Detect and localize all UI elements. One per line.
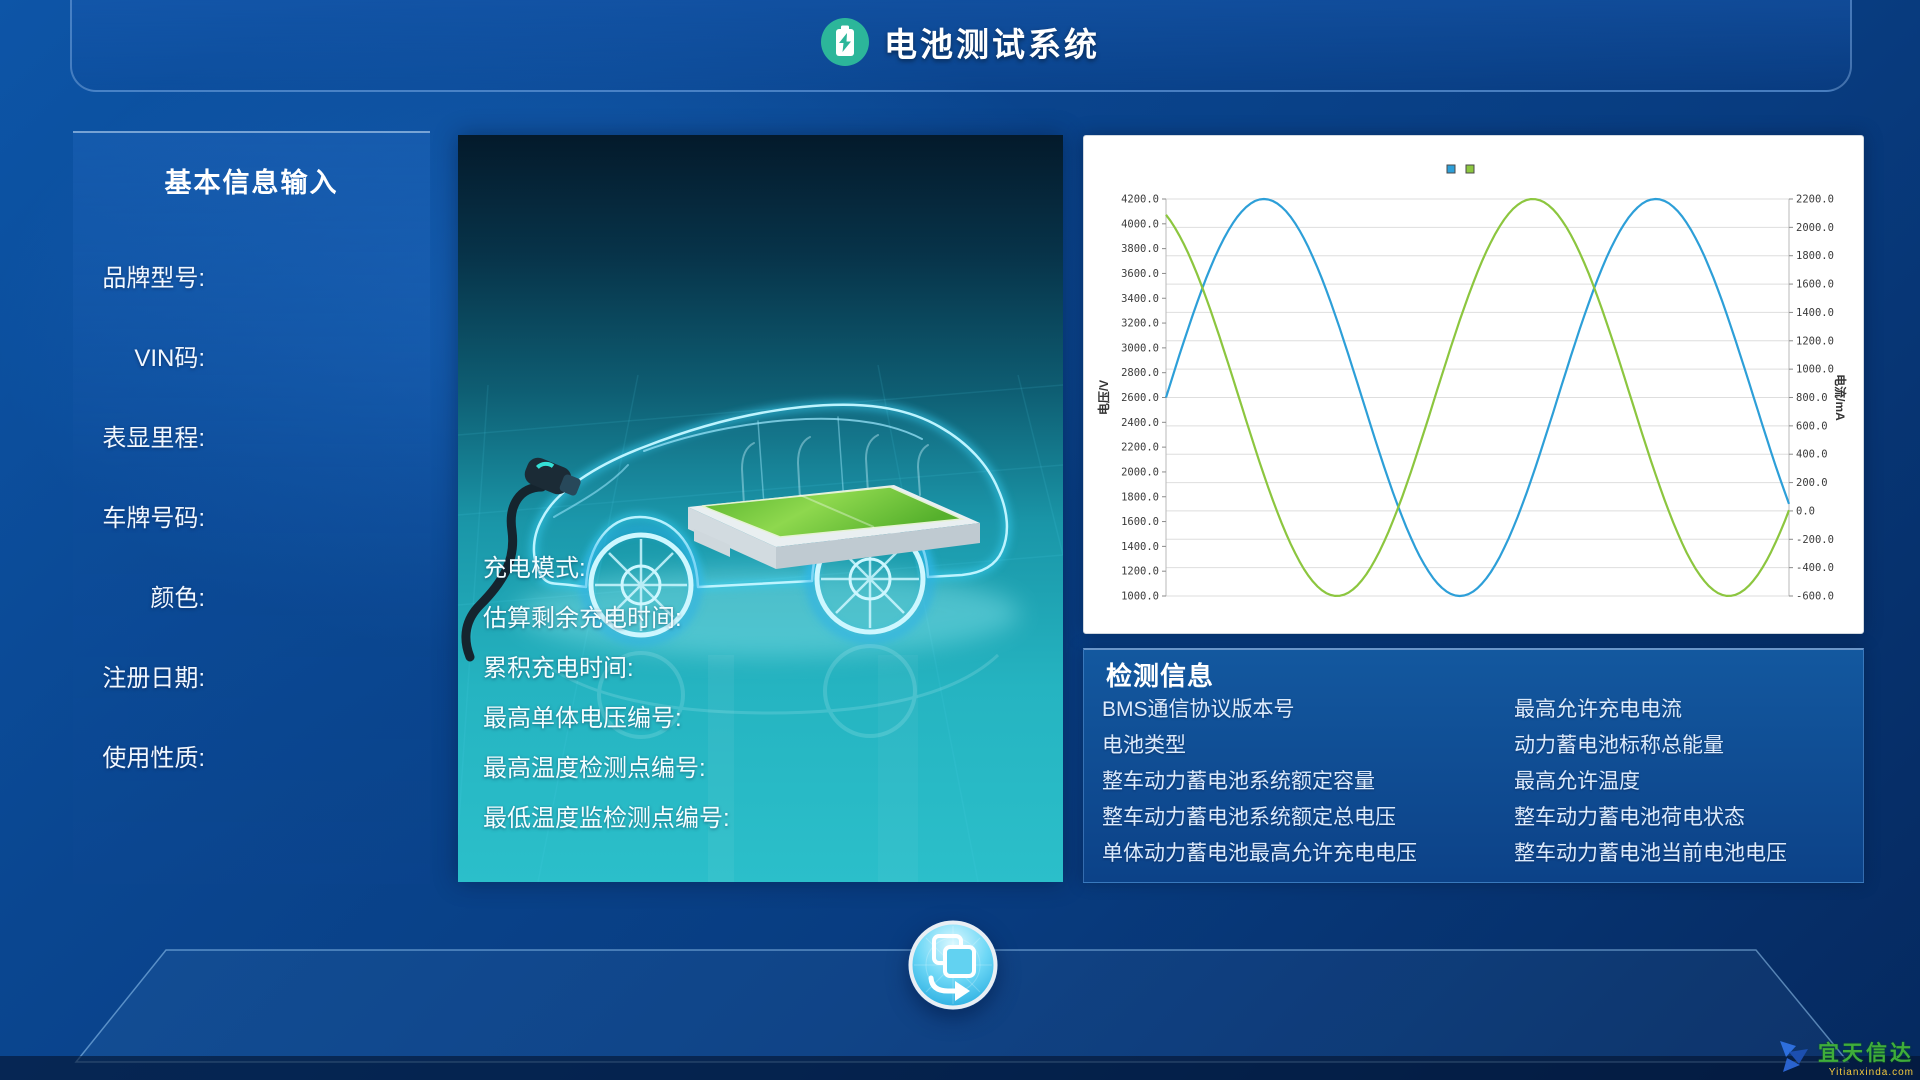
detection-item: BMS通信协议版本号 <box>1102 698 1295 721</box>
svg-text:1600.0: 1600.0 <box>1796 279 1834 291</box>
header-frame <box>70 0 1852 92</box>
battery-pack <box>688 485 980 569</box>
form-field-label: 注册日期: <box>102 665 205 692</box>
charging-field-label: 累积充电时间: <box>483 655 634 682</box>
detection-item: 整车动力蓄电池系统额定容量 <box>1102 770 1375 793</box>
svg-text:2200.0: 2200.0 <box>1121 442 1159 454</box>
svg-text:0.0: 0.0 <box>1796 505 1815 517</box>
svg-text:1400.0: 1400.0 <box>1796 307 1834 319</box>
svg-text:3600.0: 3600.0 <box>1121 268 1159 280</box>
detection-item: 整车动力蓄电池荷电状态 <box>1514 806 1745 829</box>
transfer-icon <box>908 920 998 1010</box>
svg-text:1400.0: 1400.0 <box>1121 541 1159 553</box>
detection-item: 整车动力蓄电池当前电池电压 <box>1514 842 1787 865</box>
charging-field-label: 充电模式: <box>483 555 586 582</box>
basic-info-panel: 基本信息输入 品牌型号: VIN码: 表显里程: 车牌号码: 颜色: 注册日期: 使用性质: <box>73 131 430 884</box>
data-transfer-button[interactable] <box>908 920 998 1010</box>
form-field-label: 车牌号码: <box>102 505 205 532</box>
svg-text:2000.0: 2000.0 <box>1121 466 1159 478</box>
svg-text:4000.0: 4000.0 <box>1121 218 1159 230</box>
svg-text:1800.0: 1800.0 <box>1796 250 1834 262</box>
svg-text:3800.0: 3800.0 <box>1121 243 1159 255</box>
charging-field-label: 估算剩余充电时间: <box>483 605 682 632</box>
svg-text:1000.0: 1000.0 <box>1121 591 1159 603</box>
detection-item: 动力蓄电池标称总能量 <box>1514 734 1724 757</box>
detection-panel: 检测信息 BMS通信协议版本号 电池类型整车动力蓄电池系统额定容量 整车动力蓄电池系… <box>1083 648 1864 883</box>
svg-text:-600.0: -600.0 <box>1796 591 1834 603</box>
svg-text:1600.0: 1600.0 <box>1121 516 1159 528</box>
svg-text:400.0: 400.0 <box>1796 449 1828 461</box>
battery-charging-icon <box>821 18 869 66</box>
car-reflection <box>543 644 1000 739</box>
car-wheels <box>579 513 936 647</box>
form-field-label: 表显里程: <box>102 425 205 452</box>
header: 电池测试系统 <box>0 12 1920 72</box>
form-field-label: 品牌型号: <box>102 265 205 292</box>
svg-text:1200.0: 1200.0 <box>1121 566 1159 578</box>
yitianxinda-logo-icon <box>1780 1041 1808 1072</box>
svg-text:1800.0: 1800.0 <box>1121 491 1159 503</box>
watermark-domain: Yitianxinda.com <box>1828 1066 1914 1078</box>
svg-text:电压/V: 电压/V <box>1096 380 1111 415</box>
svg-text:2800.0: 2800.0 <box>1121 367 1159 379</box>
detection-item: 电池类型 <box>1102 734 1186 757</box>
svg-text:2600.0: 2600.0 <box>1121 392 1159 404</box>
form-field-label: VIN码: <box>134 345 205 372</box>
ev-car-illustration <box>458 135 1063 882</box>
watermark: 宜天信达 Yitianxinda.com <box>1772 1036 1914 1078</box>
svg-text:2000.0: 2000.0 <box>1796 222 1834 234</box>
charging-field-label: 最高单体电压编号: <box>483 705 682 732</box>
svg-text:4200.0: 4200.0 <box>1121 194 1159 206</box>
page-title: 电池测试系统 <box>884 26 1100 63</box>
basic-info-title: 基本信息输入 <box>164 168 339 198</box>
detection-item: 最高允许温度 <box>1514 770 1640 793</box>
vehicle-panel: 充电模式: 估算剩余充电时间: 累积充电时间: 最高单体电压编号: 最高温度检测点编号:… <box>458 135 1063 882</box>
detection-title: 检测信息 <box>1106 661 1215 691</box>
voltage-current-chart: 4200.0 4000.0 3800.0 3600.0 3400.0 3200.0 3000… <box>1096 164 1848 603</box>
svg-text:200.0: 200.0 <box>1796 477 1828 489</box>
form-field-label: 颜色: <box>150 585 205 612</box>
watermark-name: 宜天信达 <box>1818 1041 1914 1065</box>
svg-text:2200.0: 2200.0 <box>1796 194 1834 206</box>
svg-text:-400.0: -400.0 <box>1796 562 1834 574</box>
bottom-strip <box>0 1056 1920 1080</box>
svg-text:1000.0: 1000.0 <box>1796 364 1834 376</box>
detection-item: 整车动力蓄电池系统额定总电压 <box>1102 806 1396 829</box>
charging-field-label: 最高温度检测点编号: <box>483 755 706 782</box>
svg-text:2400.0: 2400.0 <box>1121 417 1159 429</box>
charging-cable <box>461 457 581 662</box>
detection-item: 单体动力蓄电池最高允许充电电压 <box>1102 842 1417 865</box>
svg-text:800.0: 800.0 <box>1796 392 1828 404</box>
svg-text:电流/mA: 电流/mA <box>1833 374 1848 421</box>
svg-text:1200.0: 1200.0 <box>1796 335 1834 347</box>
svg-text:3000.0: 3000.0 <box>1121 342 1159 354</box>
svg-text:3400.0: 3400.0 <box>1121 293 1159 305</box>
svg-text:600.0: 600.0 <box>1796 420 1828 432</box>
svg-text:-200.0: -200.0 <box>1796 534 1834 546</box>
chart-panel: 4200.0 4000.0 3800.0 3600.0 3400.0 3200.0 3000… <box>1083 135 1864 634</box>
charging-field-label: 最低温度监检测点编号: <box>483 805 730 832</box>
detection-item: 最高允许充电电流 <box>1514 698 1682 721</box>
svg-text:3200.0: 3200.0 <box>1121 318 1159 330</box>
form-field-label: 使用性质: <box>102 745 205 772</box>
